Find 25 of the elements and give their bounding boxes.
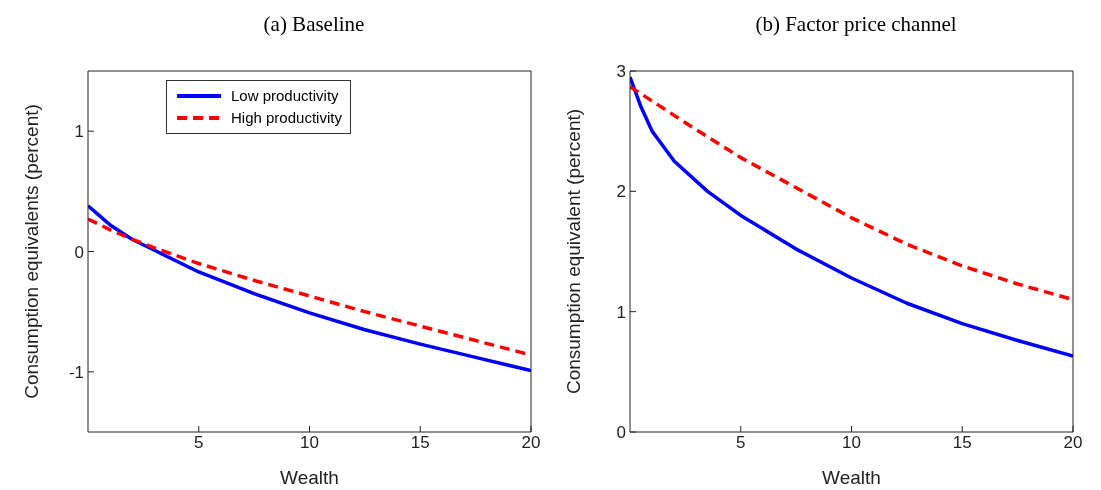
x-tick-label: 5: [194, 433, 204, 453]
line-series: [630, 75, 1073, 358]
x-tick-label: 20: [521, 433, 541, 453]
x-axis-title: Wealth: [280, 467, 339, 488]
y-tick-label: 1: [616, 302, 626, 322]
x-tick-label: 20: [1063, 433, 1083, 453]
legend-label: High productivity: [231, 108, 342, 128]
x-tick-label: 10: [842, 433, 861, 453]
x-tick-label: 15: [410, 433, 430, 453]
line-series: [88, 204, 531, 373]
y-tick-label: 0: [616, 423, 626, 443]
x-tick-label: 5: [736, 433, 746, 453]
x-tick-label: 10: [300, 433, 319, 453]
y-tick-label: 1: [74, 122, 84, 142]
chart-title: (a) Baseline: [262, 11, 366, 38]
chart-title: (b) Factor price channel: [754, 11, 958, 38]
y-tick-label: 0: [74, 242, 84, 262]
y-tick-label: 3: [616, 62, 626, 82]
y-axis-title: Consumption equivalent (percent): [562, 108, 584, 395]
y-tick-label: -1: [68, 362, 84, 382]
legend-label: Low productivity: [231, 86, 339, 106]
x-axis-title: Wealth: [822, 467, 881, 488]
x-tick-label: 15: [952, 433, 972, 453]
y-tick-label: 2: [616, 182, 626, 202]
y-axis-title: Consumption equivalents (percent): [20, 104, 42, 399]
